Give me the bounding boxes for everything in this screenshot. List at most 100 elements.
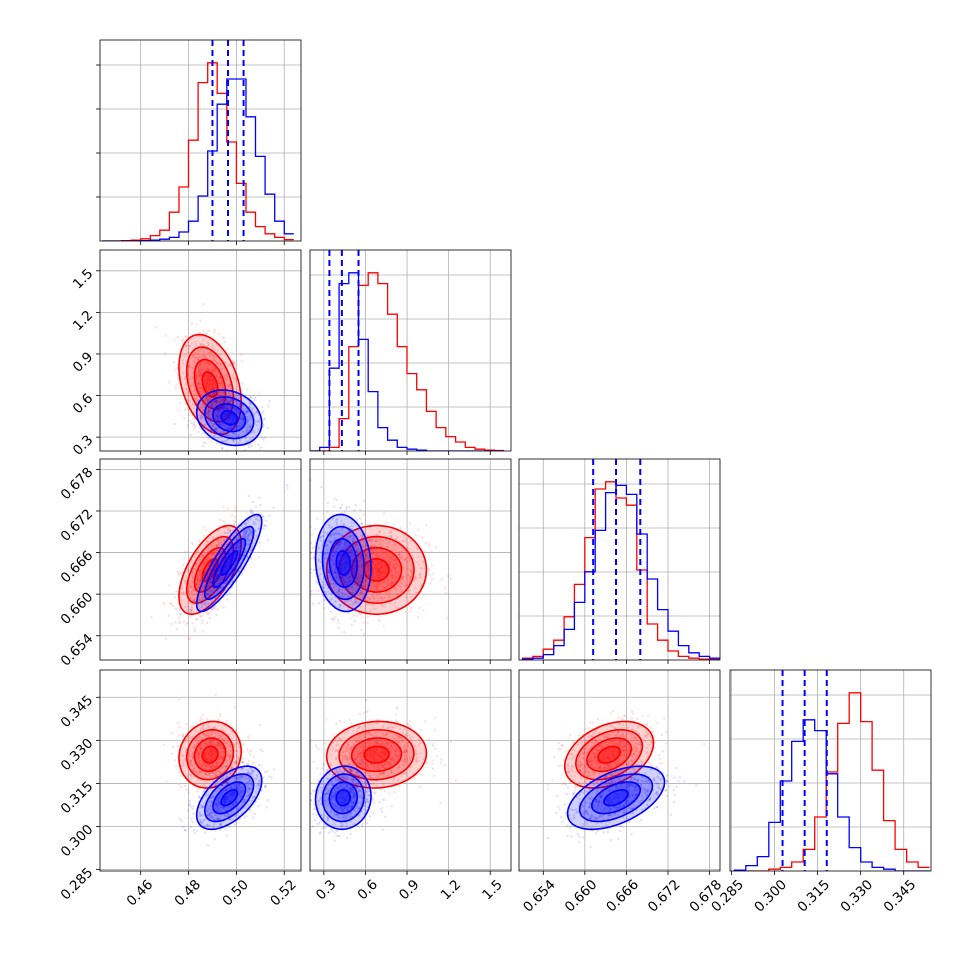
scatter-point <box>339 577 343 580</box>
scatter-point <box>257 420 260 424</box>
scatter-point <box>398 553 401 556</box>
scatter-point <box>366 558 369 562</box>
scatter-point <box>230 559 233 562</box>
scatter-point <box>241 743 245 746</box>
scatter-point <box>349 557 353 560</box>
scatter-point <box>430 550 433 553</box>
scatter-point <box>208 764 212 767</box>
scatter-point <box>200 622 204 625</box>
scatter-point <box>212 382 215 386</box>
scatter-point <box>234 785 238 788</box>
scatter-point <box>440 577 444 581</box>
scatter-point <box>237 405 241 408</box>
scatter-point <box>344 562 347 565</box>
scatter-point <box>215 589 218 592</box>
scatter-point <box>368 539 371 542</box>
scatter-point <box>364 574 368 577</box>
scatter-point <box>378 582 382 585</box>
scatter-point <box>191 769 195 772</box>
scatter-point <box>347 580 350 584</box>
scatter-point <box>417 563 421 566</box>
scatter-point <box>246 428 249 431</box>
scatter-point <box>212 424 215 427</box>
scatter-point <box>192 355 195 358</box>
scatter-point <box>354 595 358 598</box>
scatter-point <box>234 547 237 550</box>
scatter-point <box>353 509 356 512</box>
scatter-point <box>187 569 190 572</box>
scatter-point <box>375 585 378 589</box>
scatter-point <box>375 586 379 590</box>
scatter-point <box>394 567 397 570</box>
scatter-point <box>221 562 224 566</box>
scatter-point <box>239 775 242 779</box>
scatter-point <box>330 617 333 620</box>
scatter-point <box>334 571 337 574</box>
scatter-point <box>379 543 382 546</box>
scatter-point <box>202 819 206 822</box>
scatter-point <box>211 756 215 759</box>
scatter-point <box>222 800 225 803</box>
scatter-point <box>197 739 200 743</box>
scatter-point <box>228 528 232 531</box>
scatter-point <box>213 568 217 572</box>
scatter-point <box>386 593 390 596</box>
scatter-point <box>233 415 236 418</box>
scatter-point <box>183 377 186 380</box>
scatter-point <box>208 329 211 333</box>
scatter-point <box>245 418 249 421</box>
scatter-point <box>202 405 205 409</box>
scatter-point <box>272 506 275 509</box>
scatter-point <box>424 541 427 545</box>
scatter-point <box>210 800 214 804</box>
scatter-point <box>307 586 309 588</box>
scatter-point <box>221 757 224 761</box>
scatter-point <box>371 551 374 555</box>
scatter-point <box>406 560 409 564</box>
scatter-point <box>197 755 200 758</box>
scatter-point <box>212 588 216 592</box>
scatter-point <box>216 534 219 537</box>
scatter-point <box>190 776 193 779</box>
scatter-point <box>210 543 213 547</box>
scatter-point <box>216 574 220 578</box>
scatter-point <box>387 578 390 582</box>
scatter-point <box>351 592 354 595</box>
scatter-point <box>211 771 214 775</box>
scatter-point <box>389 557 392 560</box>
scatter-point <box>194 564 198 567</box>
scatter-point <box>195 552 198 555</box>
scatter-point <box>179 592 182 595</box>
scatter-point <box>427 570 430 573</box>
scatter-point <box>196 577 199 580</box>
scatter-point <box>210 412 213 416</box>
scatter-point <box>225 593 229 596</box>
scatter-point <box>392 522 396 526</box>
scatter-point <box>340 520 343 523</box>
scatter-point <box>201 339 205 342</box>
scatter-point <box>206 555 210 559</box>
scatter-point <box>234 538 238 541</box>
scatter-point <box>202 761 205 765</box>
scatter-point <box>208 772 211 775</box>
scatter-point <box>204 772 208 775</box>
scatter-point <box>331 555 334 559</box>
scatter-point <box>318 567 322 570</box>
scatter-point <box>197 579 200 582</box>
scatter-point <box>210 546 214 549</box>
scatter-point <box>229 407 232 410</box>
density-fill <box>221 550 238 576</box>
scatter-point <box>375 551 379 554</box>
scatter-point <box>192 805 195 808</box>
scatter-point <box>211 591 215 594</box>
scatter-point <box>246 533 249 536</box>
scatter-point <box>224 788 228 791</box>
scatter-point <box>173 759 176 762</box>
scatter-point <box>335 571 339 574</box>
scatter-point <box>211 384 214 387</box>
scatter-point <box>355 543 358 546</box>
scatter-point <box>239 541 242 544</box>
scatter-point <box>350 550 353 553</box>
scatter-point <box>198 390 201 393</box>
scatter-point <box>351 538 354 541</box>
